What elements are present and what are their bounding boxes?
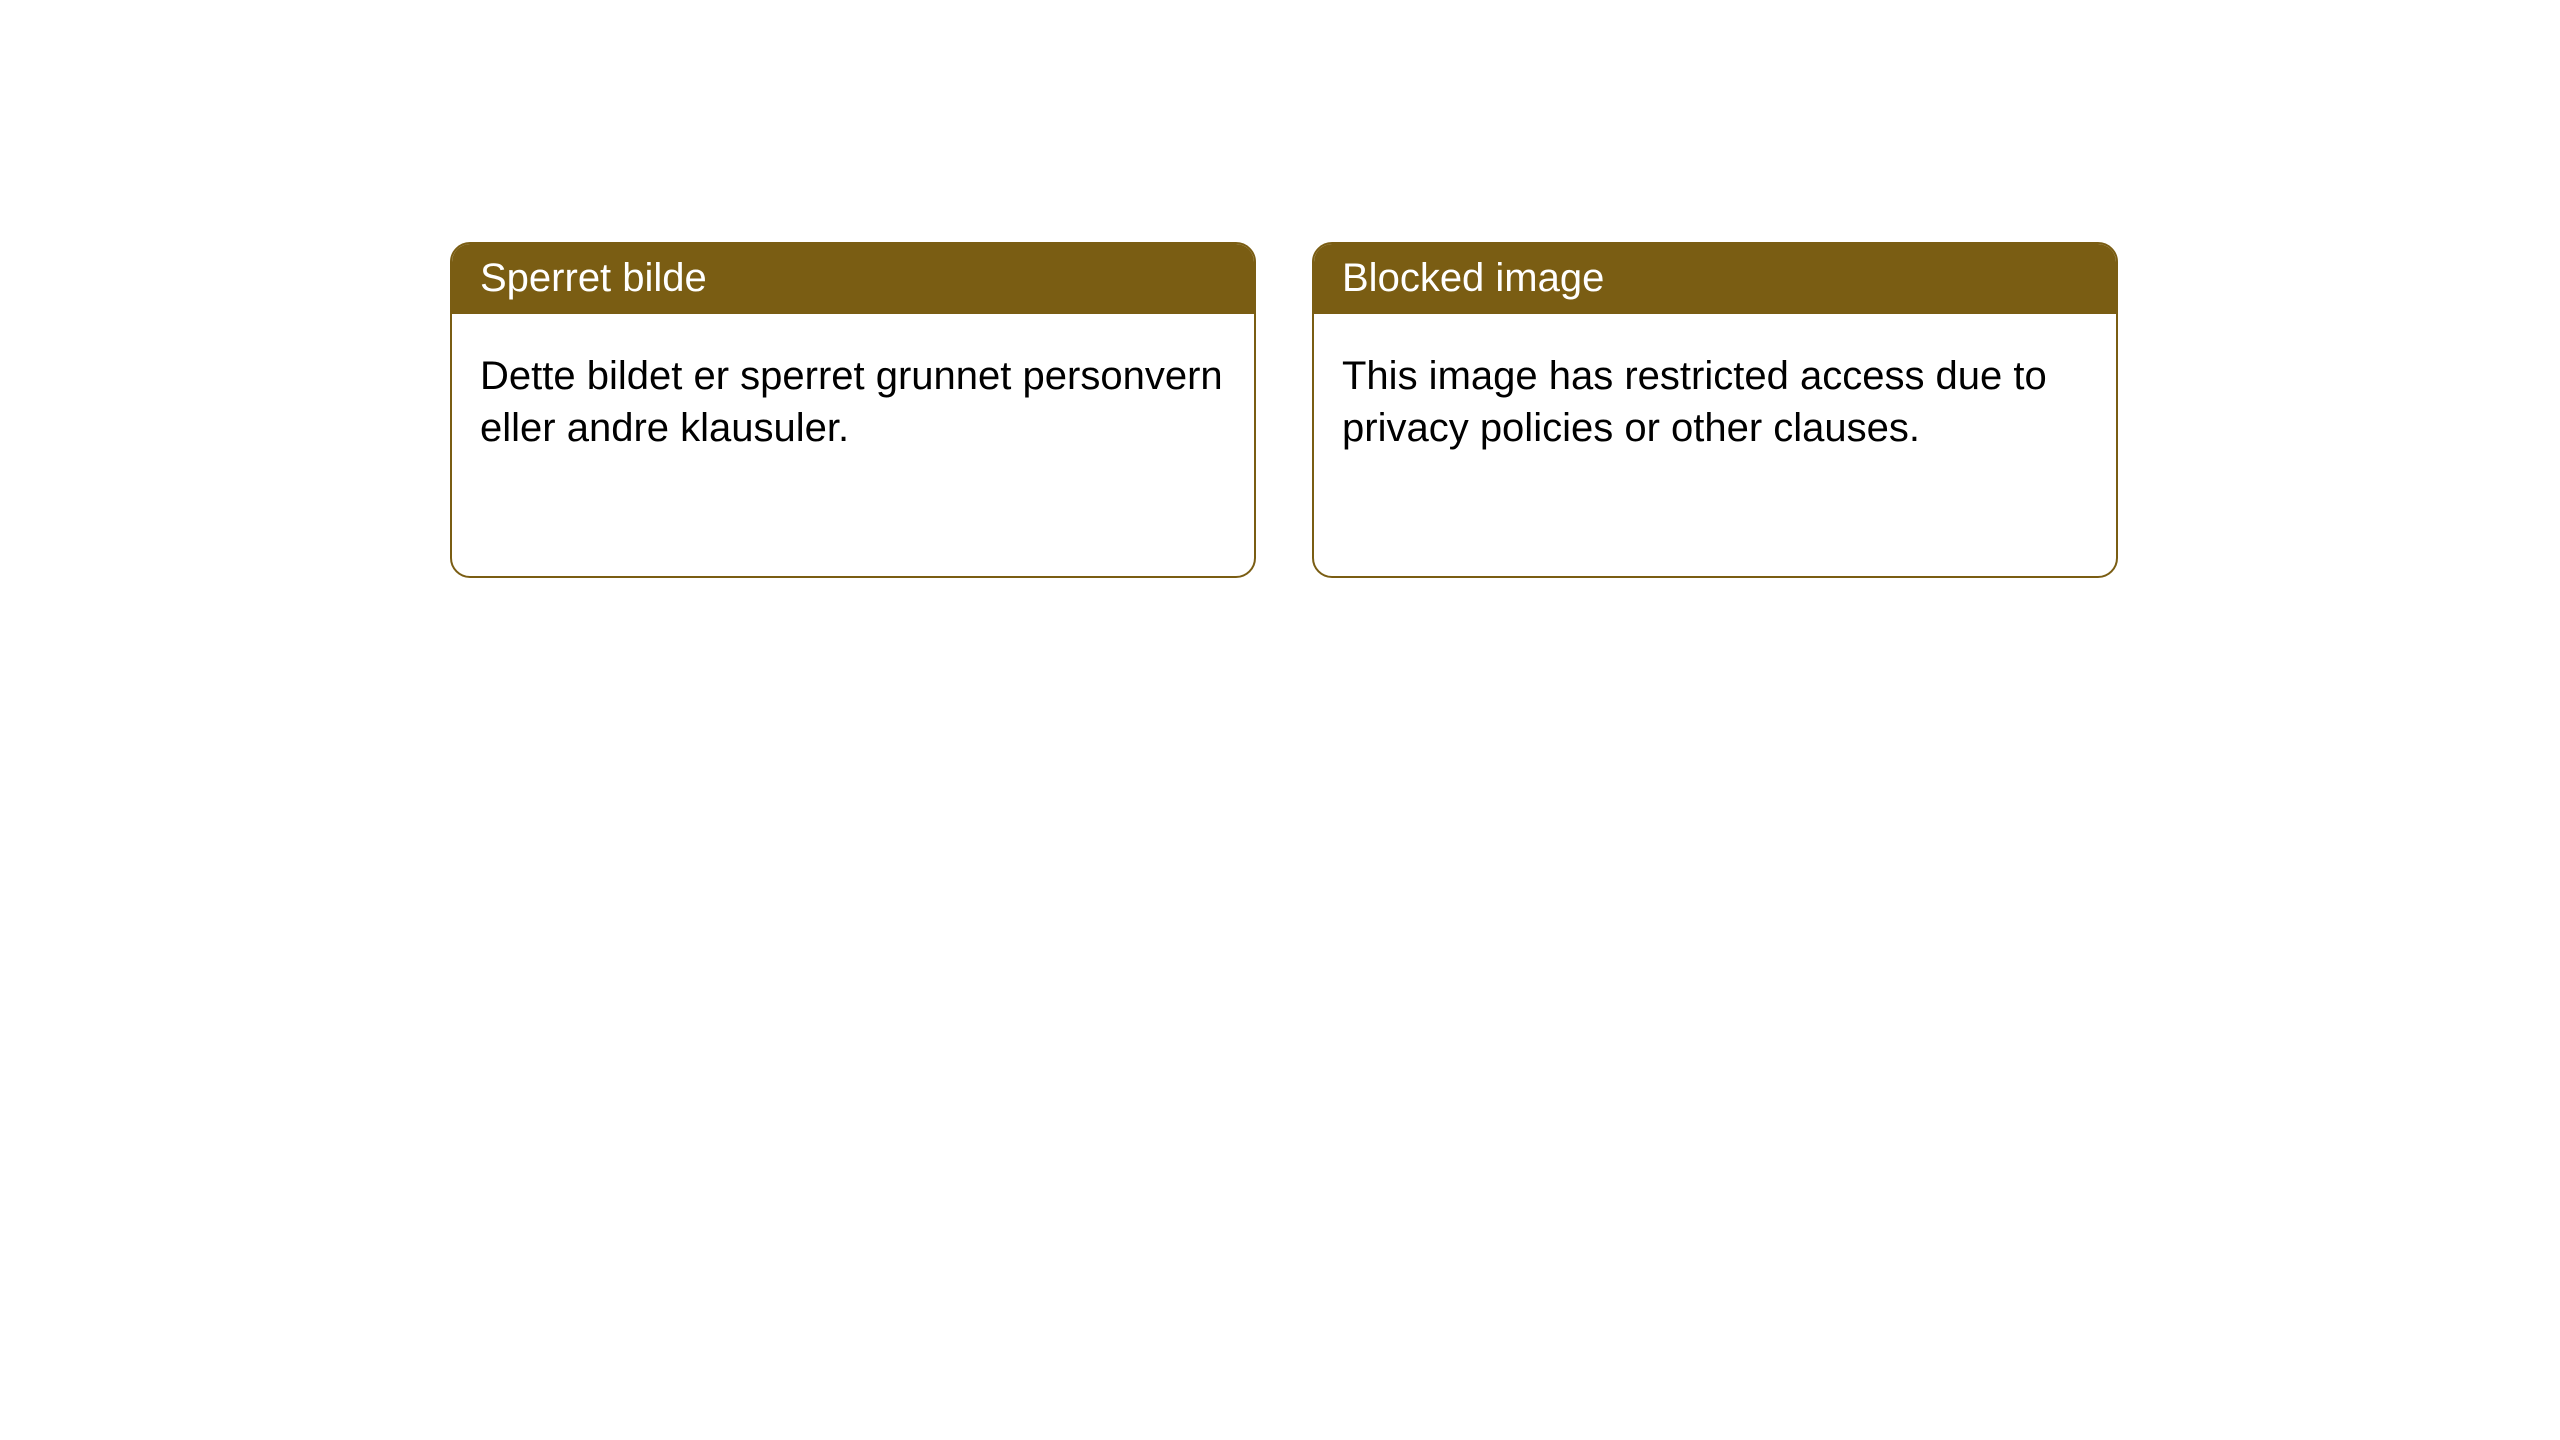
- blocked-image-card-norwegian: Sperret bilde Dette bildet er sperret gr…: [450, 242, 1256, 578]
- card-body: Dette bildet er sperret grunnet personve…: [452, 314, 1254, 482]
- card-body: This image has restricted access due to …: [1314, 314, 2116, 482]
- card-header: Sperret bilde: [452, 244, 1254, 314]
- card-header: Blocked image: [1314, 244, 2116, 314]
- blocked-image-card-english: Blocked image This image has restricted …: [1312, 242, 2118, 578]
- notice-container: Sperret bilde Dette bildet er sperret gr…: [0, 0, 2560, 578]
